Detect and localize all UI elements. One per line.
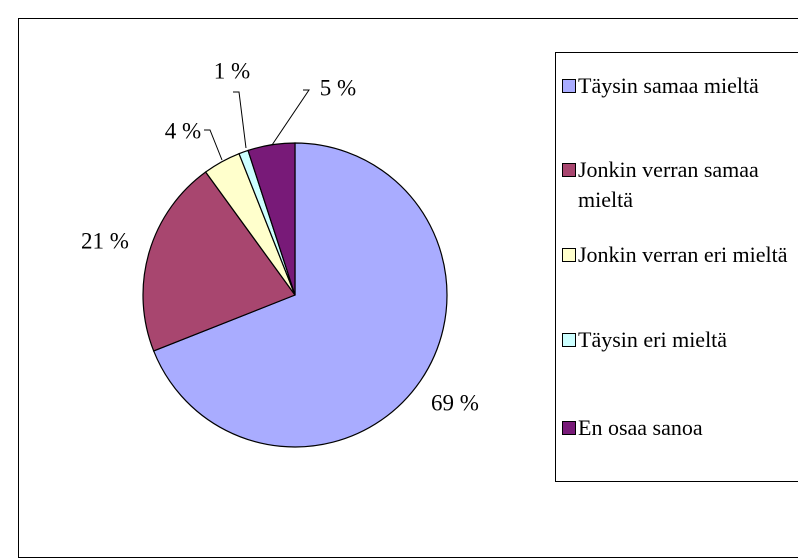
leader-line	[271, 89, 310, 146]
legend-label: Jonkin verran samaa mieltä	[578, 157, 759, 212]
legend-swatch	[562, 248, 576, 262]
legend-label: Täysin samaa mieltä	[578, 73, 759, 98]
data-label: 1 %	[214, 58, 250, 83]
legend-item: En osaa sanoa	[562, 413, 798, 443]
legend-item: Jonkin verran samaa mieltä	[562, 155, 798, 215]
legend: Täysin samaa mieltä Jonkin verran samaa m…	[555, 52, 798, 482]
pie-slice	[142, 171, 296, 352]
legend-item: Täysin samaa mieltä	[562, 71, 798, 101]
legend-swatch	[562, 421, 576, 435]
pie-slice	[152, 142, 448, 448]
legend-swatch	[562, 333, 576, 347]
legend-swatch	[562, 79, 576, 93]
data-label: 4 %	[165, 118, 201, 143]
legend-item: Jonkin verran eri mieltä	[562, 240, 798, 270]
pie-slice	[247, 142, 296, 296]
chart: 69 % 21 % 4 % 1 % 5 %	[81, 58, 479, 448]
legend-label: En osaa sanoa	[578, 415, 703, 440]
data-label: 69 %	[431, 390, 479, 415]
leader-line	[204, 129, 223, 161]
legend-swatch	[562, 163, 576, 177]
data-label: 21 %	[81, 228, 129, 253]
legend-label: Jonkin verran eri mieltä	[578, 242, 788, 267]
leader-line	[233, 91, 247, 149]
data-label: 5 %	[320, 75, 356, 100]
legend-item: Täysin eri mieltä	[562, 325, 798, 355]
legend-label: Täysin eri mieltä	[578, 327, 728, 352]
